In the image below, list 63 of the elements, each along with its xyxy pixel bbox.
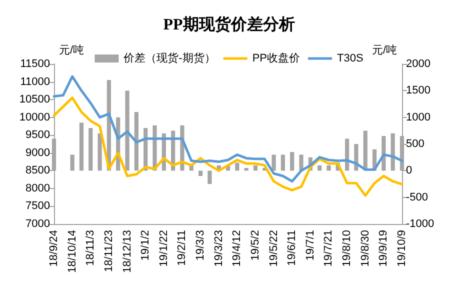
bar (88, 128, 93, 171)
y-tick-label: 9000 (26, 146, 50, 159)
legend-label: 价差（现货-期货） (122, 52, 216, 64)
x-tick-label: 19/5/22 (268, 230, 280, 267)
legend-label: T30S (337, 52, 364, 64)
bar (318, 165, 322, 171)
bar (280, 154, 286, 171)
x-tick-label: 18/11/23 (102, 230, 115, 272)
bar (134, 112, 138, 171)
legend-label: PP收盘价 (252, 52, 300, 64)
x-tick-label: 18/10/14 (66, 230, 78, 273)
x-tick-label: 19/1/2 (140, 230, 152, 261)
x-tick-label: 19/10/9 (396, 230, 408, 267)
bar (125, 90, 130, 171)
bar (208, 170, 212, 184)
y2-tick-label: -1000 (406, 218, 434, 230)
bar (198, 170, 203, 176)
y-tick-label: 11500 (20, 58, 50, 70)
x-tick-label: 19/8/10 (341, 230, 354, 267)
y2-tick-label: 2000 (406, 58, 430, 70)
bar (272, 154, 276, 171)
x-tick-label: 19/8/30 (359, 230, 372, 267)
y2-tick-label: 1000 (406, 111, 430, 124)
y-tick-label: 8500 (26, 164, 50, 177)
y-tick-label: 8000 (26, 182, 50, 194)
y-tick-label: 7000 (26, 218, 50, 230)
y2-tick-label: 500 (406, 138, 424, 150)
y-tick-label: 9500 (26, 129, 50, 142)
bar (326, 165, 331, 171)
x-tick-label: 18/11/3 (84, 230, 97, 266)
bar (290, 152, 294, 171)
x-tick-label: 19/3/23 (212, 230, 225, 267)
x-tick-label: 19/5/2 (249, 230, 262, 261)
x-tick-label: 19/4/12 (231, 230, 244, 267)
bar (235, 162, 240, 171)
x-tick-label: 19/3/3 (194, 230, 207, 261)
x-tick-label: 19/6/11 (286, 230, 298, 266)
x-tick-label: 19/2/11 (176, 230, 188, 266)
x-tick-label: 19/1/22 (158, 230, 170, 267)
y-tick-label: 11000 (20, 76, 50, 88)
x-tick-label: 18/12/13 (121, 230, 134, 273)
y-tick-label: 10000 (19, 111, 50, 124)
bar (70, 154, 74, 171)
chart-title: PP期现货价差分析 (163, 16, 295, 34)
y2-tick-label: -500 (406, 191, 428, 204)
x-tick-label: 18/9/24 (48, 230, 60, 267)
x-tick-label: 19/9/19 (378, 230, 390, 267)
line-series (52, 75, 404, 183)
bar (98, 133, 102, 171)
bar (299, 154, 304, 171)
line-series (52, 96, 404, 197)
x-tick-label: 19/7/1 (304, 230, 316, 261)
x-tick-label: 19/7/21 (322, 230, 335, 267)
y2-tick-label: 0 (406, 164, 412, 177)
y2-axis-title: 元/吨 (372, 44, 398, 56)
y2-tick-label: 1500 (406, 84, 430, 97)
y-tick-label: 7500 (26, 200, 50, 212)
bar (244, 168, 248, 171)
bar (79, 122, 84, 171)
y-tick-label: 10500 (19, 94, 50, 106)
bar (363, 130, 368, 171)
bar (253, 165, 258, 171)
y-axis-title: 元/吨 (58, 44, 84, 56)
